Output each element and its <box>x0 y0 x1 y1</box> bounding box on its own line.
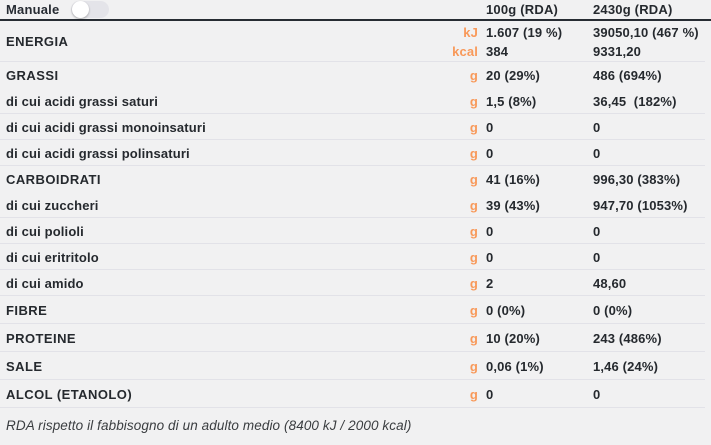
value-total-grassi-polinsaturi: 0 <box>593 145 601 161</box>
manual-toggle-switch[interactable] <box>71 1 110 18</box>
row-label-energia: ENERGIA <box>6 34 69 49</box>
value-100g-eritritolo: 0 <box>486 249 494 265</box>
row-label-zuccheri: di cui zuccheri <box>6 197 99 213</box>
value-100g-proteine: 10 (20%) <box>486 330 540 346</box>
value-100g-amido: 2 <box>486 275 494 291</box>
value-100g-fibre: 0 (0%) <box>486 302 526 318</box>
row-alcol-etanolo: ALCOL (ETANOLO) g 0 0 <box>0 380 711 408</box>
value-100g-sale: 0,06 (1%) <box>486 358 544 374</box>
row-zuccheri: di cui zuccheri g 39 (43%) 947,70 (1053%) <box>0 192 711 218</box>
row-fibre: FIBRE g 0 (0%) 0 (0%) <box>0 296 711 324</box>
row-label-fibre: FIBRE <box>6 302 48 318</box>
rda-footnote: RDA rispetto il fabbisogno di un adulto … <box>6 418 412 433</box>
row-grassi-polinsaturi: di cui acidi grassi polinsaturi g 0 0 <box>0 140 711 166</box>
row-label-proteine: PROTEINE <box>6 330 77 346</box>
row-label-grassi-polinsaturi: di cui acidi grassi polinsaturi <box>6 145 190 161</box>
unit-label-proteine: g <box>469 330 478 346</box>
unit-label-grassi: g <box>469 67 478 83</box>
value-total-grassi-monoinsaturi: 0 <box>593 119 601 135</box>
unit-label-grassi-monoinsaturi: g <box>469 119 478 135</box>
value-total-proteine: 243 (486%) <box>593 330 662 346</box>
row-carboidrati: CARBOIDRATI g 41 (16%) 996,30 (383%) <box>0 166 711 192</box>
row-label-sale: SALE <box>6 358 43 374</box>
row-label-grassi-monoinsaturi: di cui acidi grassi monoinsaturi <box>6 119 206 135</box>
column-header-total: 2430g (RDA) <box>593 2 673 17</box>
manual-toggle-group: Manuale <box>0 1 438 18</box>
row-label-eritritolo: di cui eritritolo <box>6 249 99 265</box>
footer-note-bar: RDA rispetto il fabbisogno di un adulto … <box>0 408 711 445</box>
row-proteine: PROTEINE g 10 (20%) 243 (486%) <box>0 324 711 352</box>
value-100g-grassi-saturi: 1,5 (8%) <box>486 93 537 109</box>
value-100g-grassi-monoinsaturi: 0 <box>486 119 494 135</box>
value-total-sale: 1,46 (24%) <box>593 358 659 374</box>
value-total-amido: 48,60 <box>593 275 627 291</box>
row-label-amido: di cui amido <box>6 275 84 291</box>
value-100g-carboidrati: 41 (16%) <box>486 171 540 187</box>
value-total-grassi-saturi: 36,45 (182%) <box>593 93 677 109</box>
row-energia: ENERGIA kJ kcal 1.607 (19 %) 384 39050,10 (46… <box>0 21 711 62</box>
table-header: Manuale 100g (RDA) 2430g (RDA) <box>0 0 711 21</box>
value-100g-grassi-polinsaturi: 0 <box>486 145 494 161</box>
value-total-polioli: 0 <box>593 223 601 239</box>
value-total-energia-lines: 39050,10 (467 %) 9331,20 <box>593 24 699 59</box>
value-total-grassi: 486 (694%) <box>593 67 662 83</box>
table-body: ENERGIA kJ kcal 1.607 (19 %) 384 39050,10 (46… <box>0 21 711 408</box>
value-100g-polioli: 0 <box>486 223 494 239</box>
value-100g-alcol-etanolo: 0 <box>486 386 494 402</box>
value-total-zuccheri: 947,70 (1053%) <box>593 197 688 213</box>
row-label-grassi: GRASSI <box>6 67 59 83</box>
row-sale: SALE g 0,06 (1%) 1,46 (24%) <box>0 352 711 380</box>
unit-label-carboidrati: g <box>469 171 478 187</box>
unit-label-sale: g <box>469 358 478 374</box>
row-label-grassi-saturi: di cui acidi grassi saturi <box>6 93 159 109</box>
unit-label-amido: g <box>469 275 478 291</box>
unit-label-polioli: g <box>469 223 478 239</box>
unit-label-energia: kJ kcal <box>438 23 478 61</box>
value-total-eritritolo: 0 <box>593 249 601 265</box>
value-100g-grassi: 20 (29%) <box>486 67 540 83</box>
row-label-polioli: di cui polioli <box>6 223 84 239</box>
unit-label-eritritolo: g <box>469 249 478 265</box>
toggle-knob-icon <box>72 1 90 18</box>
value-100g-zuccheri: 39 (43%) <box>486 197 540 213</box>
row-grassi: GRASSI g 20 (29%) 486 (694%) <box>0 62 711 88</box>
unit-label-grassi-polinsaturi: g <box>469 145 478 161</box>
unit-label-energia-lines: kJ kcal <box>452 24 478 59</box>
value-total-alcol-etanolo: 0 <box>593 386 601 402</box>
value-total-carboidrati: 996,30 (383%) <box>593 171 681 187</box>
row-polioli: di cui polioli g 0 0 <box>0 218 711 244</box>
unit-label-grassi-saturi: g <box>469 93 478 109</box>
unit-label-alcol-etanolo: g <box>469 386 478 402</box>
row-eritritolo: di cui eritritolo g 0 0 <box>0 244 711 270</box>
value-total-energia: 39050,10 (467 %) 9331,20 <box>593 23 711 61</box>
row-label-carboidrati: CARBOIDRATI <box>6 171 101 187</box>
value-total-fibre: 0 (0%) <box>593 302 633 318</box>
row-grassi-monoinsaturi: di cui acidi grassi monoinsaturi g 0 0 <box>0 114 711 140</box>
unit-label-fibre: g <box>469 302 478 318</box>
unit-label-zuccheri: g <box>469 197 478 213</box>
value-100g-energia-lines: 1.607 (19 %) 384 <box>486 24 563 59</box>
manual-toggle-label: Manuale <box>6 2 60 17</box>
column-header-per-100g: 100g (RDA) <box>486 2 559 17</box>
row-amido: di cui amido g 2 48,60 <box>0 270 711 296</box>
row-label-alcol-etanolo: ALCOL (ETANOLO) <box>6 386 133 402</box>
row-grassi-saturi: di cui acidi grassi saturi g 1,5 (8%) 36,45… <box>0 88 711 114</box>
value-100g-energia: 1.607 (19 %) 384 <box>478 23 593 61</box>
